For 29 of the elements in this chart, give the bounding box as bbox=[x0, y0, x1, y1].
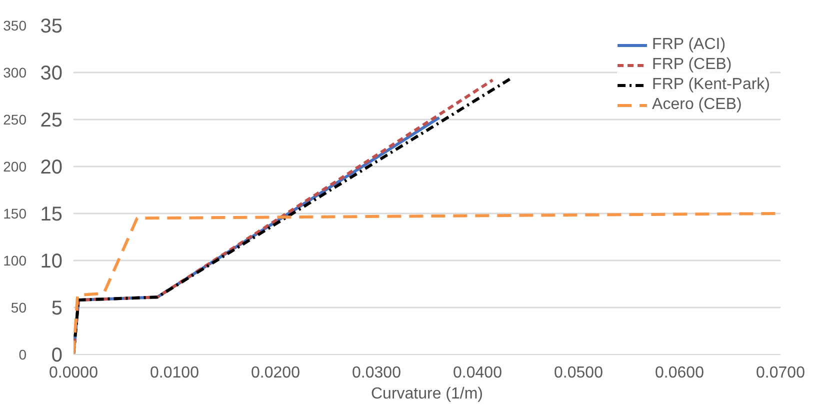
x-tick-label: 0.0600 bbox=[655, 364, 704, 382]
y-tick-label: 30 bbox=[40, 62, 63, 84]
y2-tick-label: 50 bbox=[10, 300, 27, 316]
legend-label: FRP (Kent-Park) bbox=[652, 76, 770, 94]
y-tick-label: 35 bbox=[40, 16, 63, 38]
y2-tick-label: 0 bbox=[18, 346, 27, 362]
y-tick-label: 20 bbox=[40, 156, 63, 178]
y2-tick-label: 150 bbox=[3, 206, 27, 222]
x-axis-title: Curvature (1/m) bbox=[370, 386, 484, 402]
legend-label: FRP (ACI) bbox=[652, 36, 726, 54]
y-tick-label: 25 bbox=[40, 110, 63, 132]
legend-label: Acero (CEB) bbox=[652, 96, 742, 114]
x-tick-label: 0.0300 bbox=[352, 364, 402, 382]
x-tick-label: 0.0000 bbox=[49, 364, 98, 382]
x-tick-label: 0.0100 bbox=[150, 364, 200, 382]
x-tick-label: 0.0200 bbox=[251, 364, 300, 382]
y2-tick-label: 350 bbox=[3, 18, 27, 34]
x-tick-label: 0.0500 bbox=[554, 364, 604, 382]
y2-tick-label: 200 bbox=[3, 158, 27, 174]
y-tick-label: 5 bbox=[51, 298, 62, 320]
y-tick-label: 10 bbox=[40, 250, 63, 272]
y2-tick-label: 100 bbox=[3, 252, 27, 268]
x-tick-label: 0.0400 bbox=[453, 364, 502, 382]
y-tick-label: 0 bbox=[51, 344, 62, 366]
y2-tick-label: 250 bbox=[3, 112, 27, 128]
y-tick-label: 15 bbox=[40, 204, 63, 226]
y2-tick-label: 300 bbox=[3, 64, 27, 80]
legend-label: FRP (CEB) bbox=[652, 56, 732, 74]
x-tick-label: 0.0700 bbox=[756, 364, 806, 382]
